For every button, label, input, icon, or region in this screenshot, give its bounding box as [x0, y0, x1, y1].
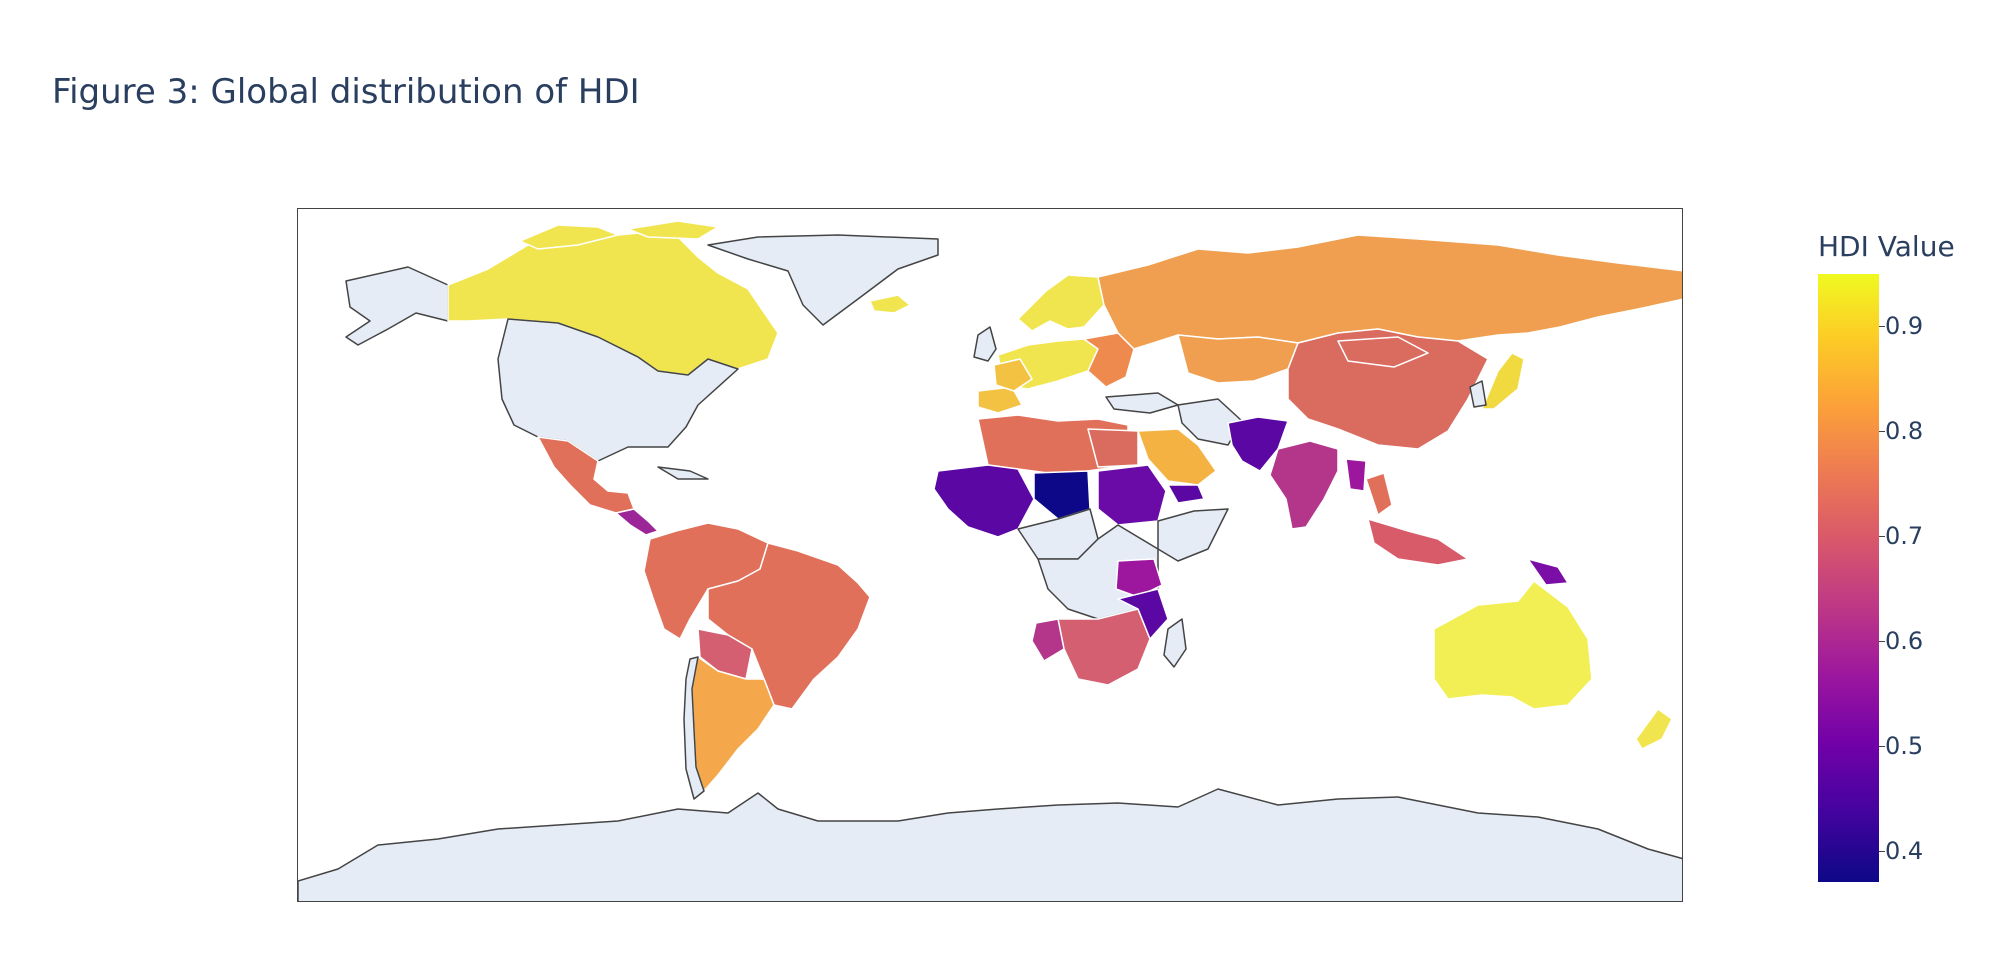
colorbar-tick-label: 0.7 — [1885, 522, 1924, 551]
region-japan[interactable] — [1481, 352, 1525, 410]
region-papua[interactable] — [1527, 558, 1569, 586]
colorbar-tick-label: 0.9 — [1885, 312, 1924, 341]
figure-title: Figure 3: Global distribution of HDI — [52, 72, 640, 112]
region-india[interactable] — [1269, 440, 1339, 530]
region-korea[interactable] — [1469, 380, 1487, 408]
colorbar-tick-label: 0.4 — [1885, 836, 1924, 865]
region-argentina[interactable] — [691, 656, 775, 792]
region-new-zealand[interactable] — [1635, 708, 1673, 750]
region-canada-arctic-2[interactable] — [627, 220, 719, 240]
region-china[interactable] — [1287, 328, 1489, 450]
region-kazakhstan[interactable] — [1177, 334, 1299, 384]
colorbar-tick-mark — [1879, 431, 1885, 433]
map-plot-area[interactable] — [297, 208, 1683, 902]
world-map — [298, 220, 1683, 902]
colorbar-tick-mark — [1879, 850, 1885, 852]
region-united-states[interactable] — [497, 318, 739, 462]
region-madagascar[interactable] — [1163, 618, 1187, 668]
region-greenland[interactable] — [707, 234, 939, 326]
region-cuba[interactable] — [657, 466, 709, 480]
colorbar-tick-label: 0.8 — [1885, 417, 1924, 446]
region-france[interactable] — [993, 358, 1033, 392]
region-yemen[interactable] — [1167, 484, 1205, 504]
colorbar-title: HDI Value — [1818, 230, 1955, 263]
region-antarctica[interactable] — [298, 788, 1683, 902]
region-horn-africa[interactable] — [1157, 508, 1229, 562]
region-egypt[interactable] — [1087, 428, 1139, 468]
region-southern-africa[interactable] — [1057, 608, 1151, 686]
region-uk[interactable] — [973, 326, 997, 362]
region-alaska[interactable] — [345, 266, 449, 346]
region-australia[interactable] — [1433, 580, 1593, 710]
region-mexico[interactable] — [537, 436, 635, 514]
colorbar-tick-label: 0.5 — [1885, 731, 1924, 760]
region-iran[interactable] — [1177, 398, 1243, 446]
colorbar-tick-mark — [1879, 536, 1885, 538]
colorbar — [1818, 274, 1879, 882]
colorbar-tick-mark — [1879, 326, 1885, 328]
region-angola[interactable] — [1031, 618, 1065, 662]
region-turkey[interactable] — [1105, 392, 1179, 414]
region-central-america[interactable] — [615, 508, 659, 536]
region-sudan[interactable] — [1097, 464, 1167, 526]
region-mongolia[interactable] — [1337, 336, 1429, 368]
region-nordic[interactable] — [1017, 274, 1105, 332]
colorbar-tick-mark — [1879, 745, 1885, 747]
region-canada-arctic[interactable] — [519, 224, 619, 250]
region-indonesia[interactable] — [1367, 518, 1469, 566]
region-mozambique[interactable] — [1117, 588, 1169, 640]
region-brazil[interactable] — [707, 542, 871, 710]
region-iceland[interactable] — [869, 294, 911, 314]
colorbar-tick-mark — [1879, 640, 1885, 642]
region-saudi-arabia[interactable] — [1137, 428, 1217, 486]
region-chile[interactable] — [683, 656, 705, 800]
region-thailand[interactable] — [1365, 472, 1393, 516]
region-myanmar[interactable] — [1345, 458, 1367, 492]
colorbar-tick-label: 0.6 — [1885, 626, 1924, 655]
region-pakistan[interactable] — [1227, 416, 1289, 472]
region-west-africa[interactable] — [933, 464, 1035, 538]
